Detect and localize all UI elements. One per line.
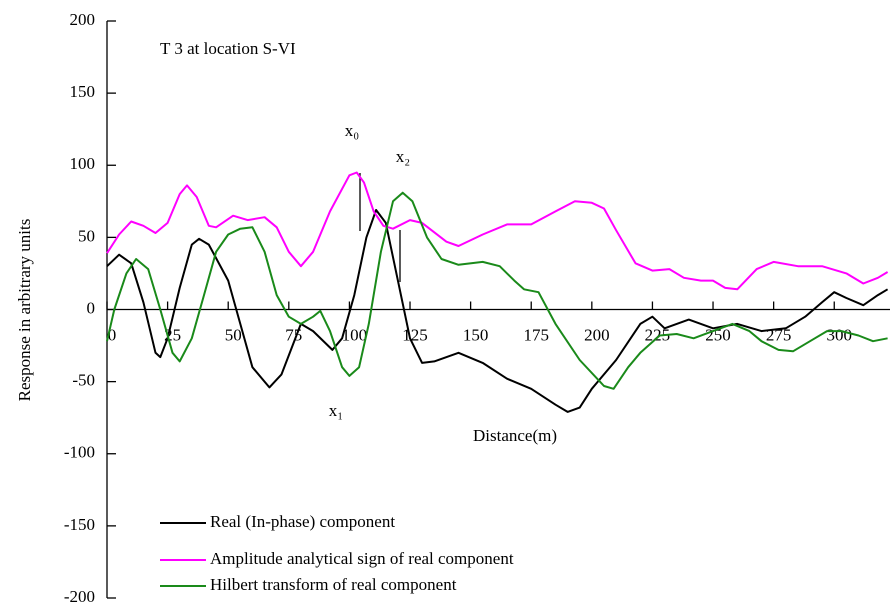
y-axis-label: Response in arbitrary units [15,219,34,402]
y-tick-label: 50 [78,226,95,245]
y-tick-label: -150 [64,515,95,534]
series-line [106,209,889,413]
x-tick-label: 175 [523,325,549,344]
x-tick-label: 125 [402,325,428,344]
legend-label: Hilbert transform of real component [210,575,457,594]
y-tick-label: -50 [72,371,95,390]
y-tick-label: 150 [70,82,96,101]
annotation: x₂ [396,147,410,166]
chart-title: T 3 at location S-VI [160,39,296,58]
x-tick-label: 50 [225,325,242,344]
y-tick-label: 100 [70,154,96,173]
y-tick-label: 200 [70,10,96,29]
annotation: x₀ [345,121,360,140]
annotation: x₁ [329,401,343,420]
series-line [106,191,888,390]
x-tick-label: 250 [705,325,731,344]
x-tick-label: 0 [108,325,117,344]
y-tick-label: -200 [64,587,95,606]
y-tick-label: -100 [64,443,95,462]
x-tick-label: 100 [342,325,368,344]
legend-label: Real (In-phase) component [210,512,395,531]
y-tick-label: 0 [87,298,96,317]
x-axis-label: Distance(m) [473,426,557,445]
x-tick-label: 300 [826,325,852,344]
x-tick-label: 225 [645,325,671,344]
legend-label: Amplitude analytical sign of real compon… [210,549,514,568]
x-tick-label: 200 [584,325,610,344]
x-tick-label: 150 [463,325,489,344]
